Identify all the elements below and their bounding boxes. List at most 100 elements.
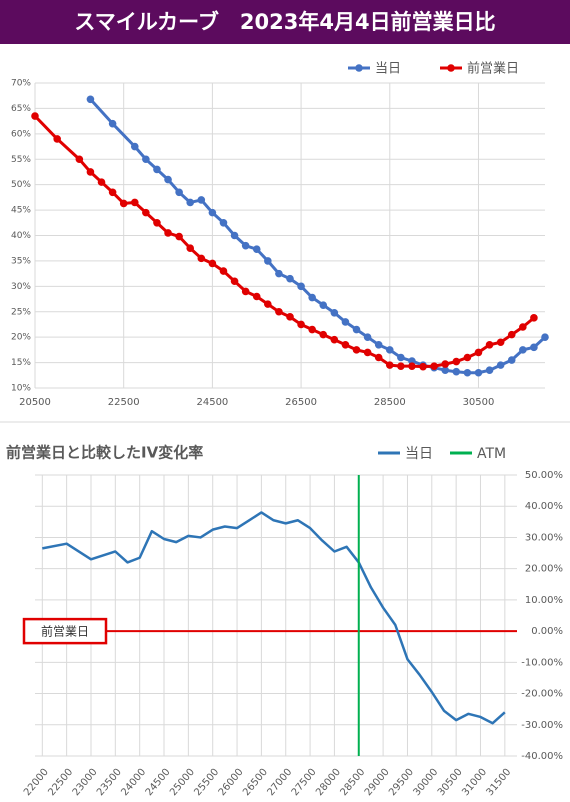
- point: [319, 301, 328, 309]
- x-tick-label: 29500: [387, 767, 416, 798]
- point: [496, 361, 505, 369]
- point: [363, 348, 372, 357]
- point: [208, 259, 217, 268]
- point: [31, 112, 39, 120]
- point: [363, 333, 372, 341]
- point: [308, 325, 316, 334]
- point: [297, 320, 305, 329]
- reference-box: [22, 617, 108, 645]
- x-tick-label: 24500: [144, 767, 173, 798]
- point: [197, 196, 206, 204]
- page-title: スマイルカーブ 2023年4月4日前営業日比: [74, 10, 495, 34]
- point: [463, 368, 472, 377]
- y-tick-label: 65%: [11, 104, 31, 114]
- point: [330, 335, 339, 344]
- x-tick-label: 28000: [314, 767, 343, 798]
- point: [275, 269, 283, 278]
- y-tick-label: 50%: [11, 180, 31, 190]
- point: [230, 231, 239, 240]
- point: [530, 314, 538, 322]
- x-tick-label: 29000: [363, 767, 392, 798]
- point: [75, 155, 84, 164]
- y-tick-label: -10.00%: [521, 657, 563, 668]
- point: [397, 362, 405, 370]
- y-tick-label: 20.00%: [525, 564, 563, 575]
- point: [319, 330, 328, 339]
- point: [130, 198, 139, 207]
- line: [89, 98, 547, 375]
- reference-label: 前営業日: [41, 624, 89, 639]
- point: [252, 292, 261, 301]
- point: [186, 198, 195, 207]
- y-tick-label: 10%: [11, 384, 31, 394]
- legend-label: 当日: [405, 446, 433, 462]
- point: [186, 244, 195, 253]
- point: [408, 362, 416, 370]
- point: [164, 175, 172, 184]
- y-tick-label: -20.00%: [521, 689, 563, 700]
- x-tick-label: 25500: [192, 767, 221, 798]
- y-tick-label: 0.00%: [531, 626, 563, 637]
- point: [485, 366, 494, 375]
- point: [308, 293, 316, 302]
- point: [252, 245, 261, 254]
- point: [275, 307, 283, 316]
- line: [33, 114, 535, 369]
- y-tick-label: 40.00%: [525, 501, 563, 512]
- x-tick-label: 26500: [241, 767, 270, 798]
- point: [286, 274, 294, 283]
- y-tick-label: 15%: [11, 358, 31, 368]
- point: [208, 208, 217, 217]
- point: [496, 338, 505, 347]
- y-tick-label: 55%: [11, 155, 31, 165]
- point: [175, 188, 183, 197]
- point: [474, 348, 483, 357]
- point: [341, 340, 350, 349]
- y-tick-label: 25%: [11, 307, 31, 317]
- point: [241, 287, 250, 296]
- x-tick-label: 26500: [285, 397, 317, 408]
- point: [153, 218, 161, 227]
- y-tick-label: 10.00%: [525, 595, 563, 606]
- legend-marker: [447, 64, 455, 72]
- point: [175, 232, 183, 241]
- point: [385, 346, 394, 354]
- x-tick-label: 27500: [290, 767, 319, 798]
- point: [86, 95, 95, 104]
- legend-marker: [355, 64, 363, 72]
- y-tick-label: 40%: [11, 231, 31, 241]
- point: [507, 330, 516, 339]
- point: [507, 356, 516, 364]
- point: [119, 199, 128, 208]
- point: [352, 325, 361, 334]
- x-tick-label: 28500: [338, 767, 367, 798]
- point: [197, 254, 206, 263]
- x-tick-label: 31500: [485, 767, 514, 798]
- y-tick-label: 50.00%: [525, 470, 563, 481]
- x-tick-label: 22500: [108, 397, 140, 408]
- point: [530, 343, 538, 352]
- point: [385, 361, 394, 369]
- x-tick-label: 20500: [19, 397, 51, 408]
- point: [419, 362, 427, 371]
- point: [463, 353, 472, 362]
- point: [219, 267, 228, 275]
- point: [341, 318, 350, 326]
- y-tick-label: 30%: [11, 282, 31, 292]
- point: [330, 308, 339, 317]
- point: [264, 257, 272, 265]
- point: [230, 277, 239, 286]
- point: [519, 346, 527, 354]
- point: [264, 300, 272, 308]
- point: [97, 178, 106, 186]
- point: [53, 135, 61, 143]
- x-tick-label: 26000: [217, 767, 246, 798]
- point: [441, 366, 450, 375]
- chart-title: 前営業日と比較したIV変化率: [6, 444, 203, 462]
- x-tick-label: 24000: [119, 767, 148, 798]
- x-tick-label: 30500: [436, 767, 465, 798]
- legend-label: 前営業日: [467, 61, 519, 77]
- point: [164, 229, 172, 237]
- x-tick-label: 31000: [460, 767, 489, 798]
